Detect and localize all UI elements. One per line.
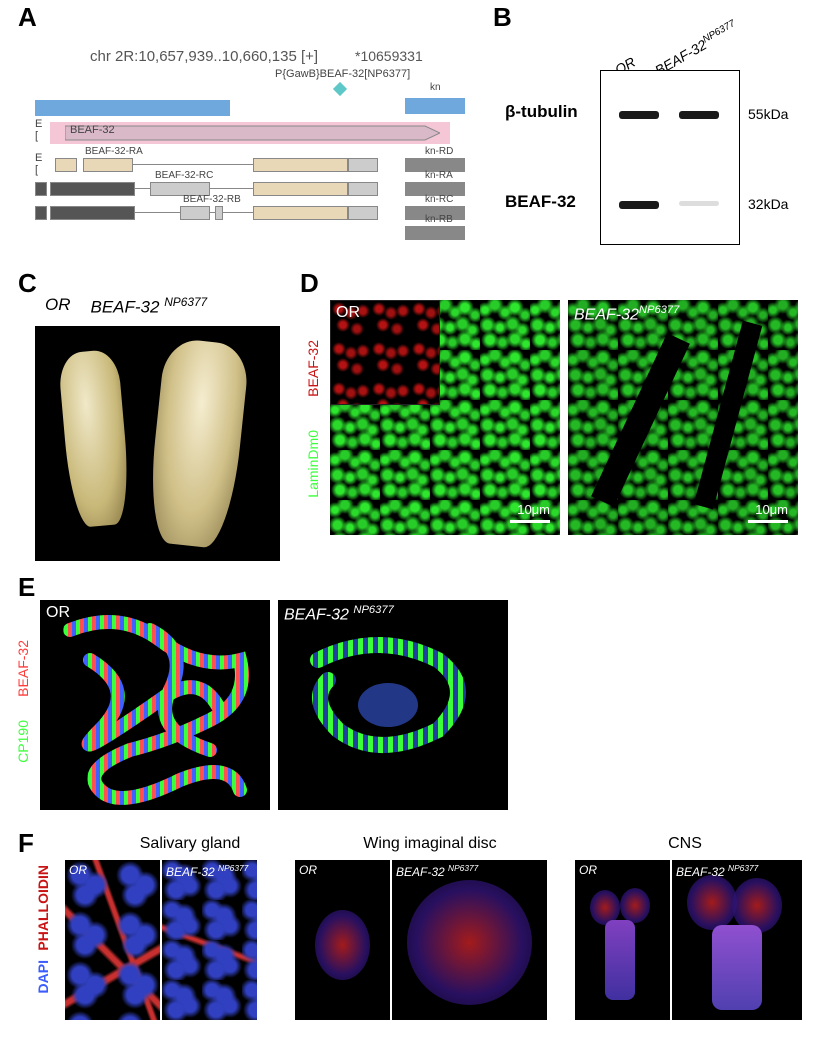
exon-box	[50, 206, 135, 220]
or-label-e: OR	[46, 604, 70, 622]
lamin-vlabel: LaminDm0	[305, 430, 321, 498]
exon-box	[55, 158, 77, 172]
polytene-mut-svg-icon	[278, 600, 508, 810]
larva-image	[35, 326, 280, 561]
exon-box	[215, 206, 223, 220]
or-sub-2: OR	[299, 863, 317, 877]
wing-mut: BEAF-32 NP6377	[392, 860, 547, 1020]
mut-sub-3: BEAF-32 NP6377	[676, 863, 758, 879]
mutant-micrograph: BEAF-32NP6377 10μm	[568, 300, 798, 535]
cns-title: CNS	[610, 835, 760, 853]
or-label: OR	[45, 295, 71, 318]
exon-box	[83, 158, 133, 172]
or-sub-3: OR	[579, 863, 597, 877]
or-larva	[57, 348, 132, 528]
panel-a-diagram: chr 2R:10,657,939..10,660,135 [+] *10659…	[35, 40, 465, 260]
p-element-diamond-icon	[333, 82, 347, 96]
star-position: *10659331	[355, 48, 423, 64]
lane2-allele: NP6377	[701, 18, 737, 45]
exon-box	[35, 182, 47, 196]
mut-label-e: BEAF-32 NP6377	[284, 604, 394, 624]
scale-text: 10μm	[755, 502, 788, 517]
panel-f-tissues: DAPI PHALLOIDIN Salivary gland Wing imag…	[15, 835, 805, 1045]
mut-gene-d: BEAF-32	[574, 306, 639, 323]
salivary-mut: BEAF-32 NP6377	[162, 860, 257, 1020]
cns-or: OR	[575, 860, 670, 1020]
size-55kda: 55kDa	[748, 106, 788, 122]
exon-box	[253, 158, 348, 172]
panel-label-a: A	[18, 2, 37, 33]
or-sub-1: OR	[69, 863, 87, 877]
kn-rc-label: kn-RC	[425, 194, 453, 205]
panel-label-d: D	[300, 268, 319, 299]
band-tubulin-or	[619, 111, 659, 119]
wing-title: Wing imaginal disc	[330, 835, 530, 853]
beaf32-label: BEAF-32	[70, 124, 115, 136]
beaf-label: BEAF-32	[505, 192, 576, 212]
dapi-vlabel: DAPI	[35, 960, 51, 993]
tubulin-label: β-tubulin	[505, 102, 578, 122]
scale-text: 10μm	[517, 502, 550, 517]
panel-e-polytene: CP190 BEAF-32 OR	[15, 590, 675, 820]
mut-overlay-label: BEAF-32NP6377	[574, 304, 679, 324]
or-polytene: OR	[40, 600, 270, 810]
exon-box	[50, 182, 135, 196]
exon-box	[180, 206, 210, 220]
panel-d-immunofluorescence: LaminDm0 BEAF-32 OR 10μm BEAF-32NP6377 1…	[310, 300, 800, 560]
kn-box	[405, 226, 465, 240]
transcript-label-rb: BEAF-32-RB	[183, 194, 241, 205]
mut-sub-2: BEAF-32 NP6377	[396, 863, 478, 879]
beaf32-gene-arrow-icon	[65, 124, 440, 142]
band-beaf-mut-faint	[679, 201, 719, 206]
chr-coords: chr 2R:10,657,939..10,660,135 [+]	[90, 48, 318, 65]
salivary-or: OR	[65, 860, 160, 1020]
mutant-larva	[145, 337, 251, 550]
utr-box	[348, 206, 378, 220]
mut-allele-e: NP6377	[353, 604, 393, 616]
mut-allele-d: NP6377	[639, 304, 679, 316]
blot-membrane	[600, 70, 740, 245]
kn-rb-label: kn-RB	[425, 214, 453, 225]
kn-ra-label: kn-RA	[425, 170, 453, 181]
blue-bar-left	[35, 100, 230, 116]
exon-box	[253, 182, 348, 196]
or-micrograph: OR 10μm	[330, 300, 560, 535]
panel-b-western-blot: OR BEAF-32NP6377 β-tubulin BEAF-32 55kDa…	[505, 20, 795, 260]
mut-allele: NP6377	[164, 295, 207, 309]
exon-box	[35, 206, 47, 220]
band-beaf-or	[619, 201, 659, 209]
mut-gene: BEAF-32	[91, 298, 165, 317]
panel-label-c: C	[18, 268, 37, 299]
salivary-title: Salivary gland	[100, 835, 280, 853]
band-tubulin-mut	[679, 111, 719, 119]
mut-gene-e: BEAF-32	[284, 606, 353, 623]
cp190-vlabel: CP190	[15, 720, 31, 763]
or-overlay-label: OR	[336, 304, 360, 322]
transcript-label-rc: BEAF-32-RC	[155, 170, 213, 181]
p-element-label: P{GawB}BEAF-32[NP6377]	[275, 68, 410, 80]
utr-box	[348, 182, 378, 196]
kn-rd-label: kn-RD	[425, 146, 453, 157]
beaf-vlabel-red: BEAF-32	[305, 340, 321, 397]
blue-bar-right	[405, 98, 465, 114]
utr-box	[348, 158, 378, 172]
exon-box	[253, 206, 348, 220]
polytene-svg-icon	[40, 600, 270, 810]
intron-line	[133, 164, 253, 165]
mutant-label: BEAF-32 NP6377	[91, 295, 208, 318]
scalebar	[510, 520, 550, 523]
phalloidin-vlabel: PHALLOIDIN	[35, 865, 51, 951]
wing-or: OR	[295, 860, 390, 1020]
transcript-label-ra: BEAF-32-RA	[85, 146, 143, 157]
beaf-vlabel-e: BEAF-32	[15, 640, 31, 697]
scalebar	[748, 520, 788, 523]
mutant-polytene: BEAF-32 NP6377	[278, 600, 508, 810]
cns-mut: BEAF-32 NP6377	[672, 860, 802, 1020]
panel-c-larvae: OR BEAF-32 NP6377	[35, 295, 280, 565]
kn-label: kn	[430, 82, 441, 93]
mut-sub-1: BEAF-32 NP6377	[166, 863, 248, 879]
size-32kda: 32kDa	[748, 196, 788, 212]
